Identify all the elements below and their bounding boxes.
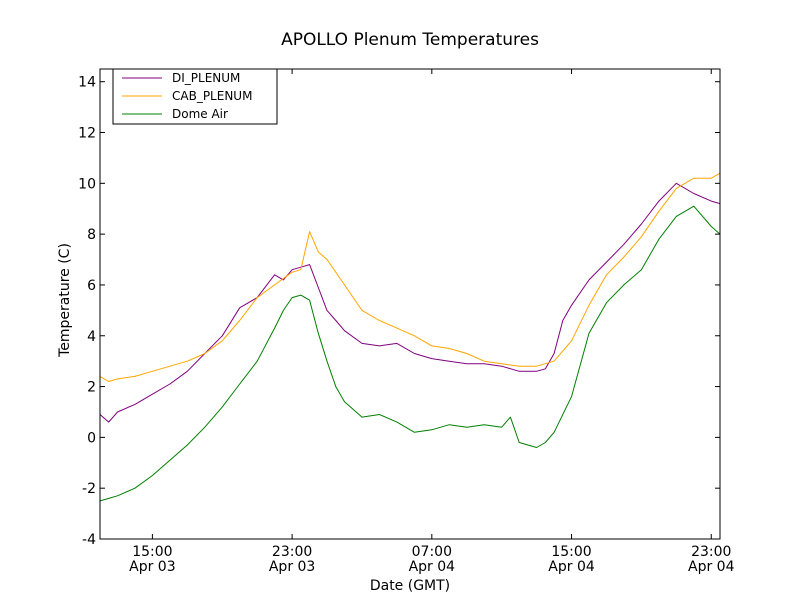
y-tick-label: -4 bbox=[82, 532, 96, 548]
y-axis-title: Temperature (C) bbox=[57, 243, 73, 358]
series-line-di-plenum bbox=[99, 182, 721, 423]
x-tick-label-date: Apr 04 bbox=[688, 559, 735, 575]
y-tick-label: 14 bbox=[78, 75, 96, 91]
y-tick-label: 0 bbox=[87, 430, 96, 446]
series-layer bbox=[99, 172, 721, 502]
legend-label-di-plenum: DI_PLENUM bbox=[172, 71, 240, 85]
y-tick-label: 6 bbox=[87, 278, 96, 294]
y-tick-label: 12 bbox=[78, 126, 96, 142]
legend: DI_PLENUM CAB_PLENUM Dome Air bbox=[112, 68, 278, 125]
x-tick-label-time: 23:00 bbox=[272, 544, 312, 560]
x-tick-label-date: Apr 04 bbox=[548, 559, 595, 575]
y-tick-label: 8 bbox=[87, 227, 96, 243]
x-tick-label-date: Apr 04 bbox=[409, 559, 456, 575]
y-tick-label: 2 bbox=[87, 380, 96, 396]
x-tick-label-time: 15:00 bbox=[132, 544, 172, 560]
series-line-dome-air bbox=[99, 205, 721, 502]
x-tick-label-time: 15:00 bbox=[551, 544, 591, 560]
legend-label-dome-air: Dome Air bbox=[172, 107, 228, 121]
x-tick-label-time: 23:00 bbox=[691, 544, 731, 560]
chart-title: APOLLO Plenum Temperatures bbox=[281, 30, 539, 50]
x-tick-label-time: 07:00 bbox=[412, 544, 452, 560]
x-tick-label-date: Apr 03 bbox=[129, 559, 175, 575]
plot-frame bbox=[99, 68, 721, 540]
y-tick-label: -2 bbox=[82, 481, 96, 497]
x-axis-title: Date (GMT) bbox=[370, 578, 450, 594]
y-tick-label: 4 bbox=[87, 329, 96, 345]
y-tick-label: 10 bbox=[78, 176, 96, 192]
legend-label-cab-plenum: CAB_PLENUM bbox=[172, 89, 252, 103]
x-tick-label-date: Apr 03 bbox=[269, 559, 315, 575]
series-line-cab-plenum bbox=[99, 172, 721, 382]
